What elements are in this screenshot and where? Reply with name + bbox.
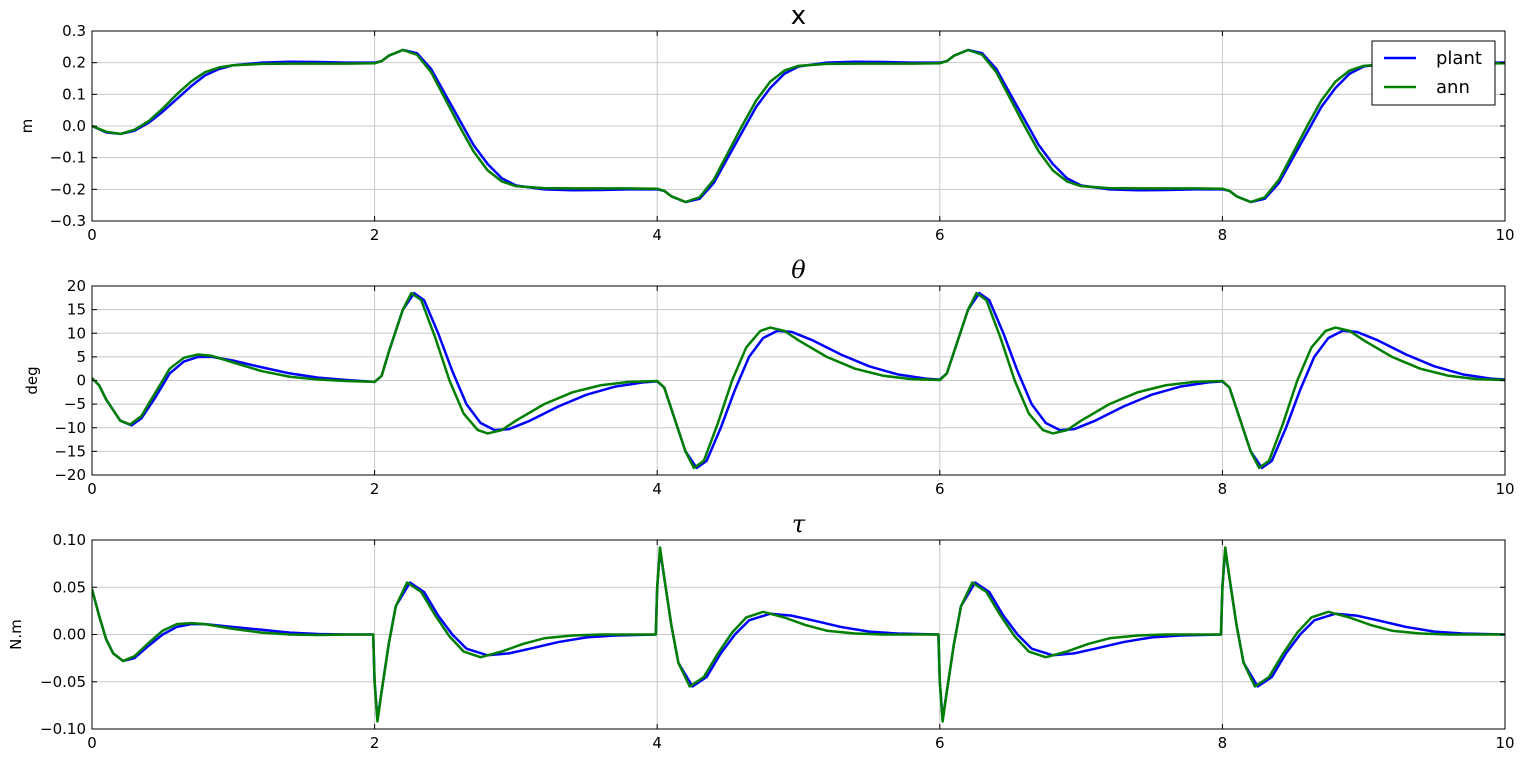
x-tick-label: 10 [1495, 226, 1514, 244]
y-tick-label: −10 [54, 419, 86, 437]
x-tick-label: 8 [1218, 734, 1228, 752]
x-tick-label: 0 [87, 226, 97, 244]
x-tick-label: 0 [87, 480, 97, 498]
y-tick-label: −0.05 [40, 673, 86, 691]
y-tick-label: −0.1 [50, 149, 86, 167]
y-tick-label: 0.1 [62, 85, 86, 103]
y-tick-label: −15 [54, 442, 86, 460]
y-tick-label: 0.3 [62, 22, 86, 40]
subplot-title: x [791, 1, 806, 31]
y-tick-label: 10 [67, 324, 86, 342]
y-tick-label: 0 [76, 372, 86, 390]
x-tick-label: 2 [370, 480, 380, 498]
x-tick-label: 6 [935, 226, 945, 244]
subplot-3: 0 2 4 6 8 10 −0.10 −0.05 0.00 0.05 0.10 N.m τ [7, 510, 1515, 752]
y-tick-label: 20 [67, 277, 86, 295]
subplot-title: τ [792, 510, 806, 538]
legend-box [1371, 40, 1496, 106]
x-tick-label: 8 [1218, 480, 1228, 498]
x-tick-label: 6 [935, 734, 945, 752]
y-axis-label: deg [23, 366, 41, 394]
y-tick-label: −0.3 [50, 212, 86, 230]
x-tick-label: 10 [1495, 480, 1514, 498]
subplot-title: θ [791, 256, 806, 284]
x-tick-label: 2 [370, 734, 380, 752]
x-tick-label: 4 [652, 734, 662, 752]
x-tick-label: 4 [652, 480, 662, 498]
y-tick-label: 0.00 [53, 626, 86, 644]
y-tick-label: 15 [67, 301, 86, 319]
y-tick-label: −0.10 [40, 720, 86, 738]
legend-label-ann: ann [1436, 77, 1470, 98]
y-tick-label: 0.2 [62, 54, 86, 72]
series-line-ann [92, 48, 1505, 204]
series-line-ann [92, 546, 1505, 723]
x-tick-label: 0 [87, 734, 97, 752]
y-tick-label: 5 [76, 348, 86, 366]
x-tick-label: 2 [370, 226, 380, 244]
legend: plant ann [1371, 40, 1496, 106]
y-tick-label: −5 [64, 395, 86, 413]
y-tick-label: −20 [54, 466, 86, 484]
y-tick-label: 0.10 [53, 531, 86, 549]
subplot-2: 0 2 4 6 8 10 −20 −15 −10 −5 0 5 10 15 20 deg θ [23, 256, 1515, 498]
x-tick-label: 10 [1495, 734, 1514, 752]
x-tick-label: 8 [1218, 226, 1228, 244]
y-axis-label: N.m [7, 619, 25, 650]
x-tick-label: 4 [652, 226, 662, 244]
subplot-1: 0 2 4 6 8 10 −0.3 −0.2 −0.1 0.0 0.1 0.2 0.3 m x plant an… [18, 1, 1515, 244]
legend-label-plant: plant [1436, 48, 1482, 69]
y-tick-label: −0.2 [50, 180, 86, 198]
y-tick-label: 0.0 [62, 117, 86, 135]
x-tick-label: 6 [935, 480, 945, 498]
y-axis-label: m [18, 119, 36, 134]
series-line-ann [92, 291, 1505, 470]
y-tick-label: 0.05 [53, 578, 86, 596]
